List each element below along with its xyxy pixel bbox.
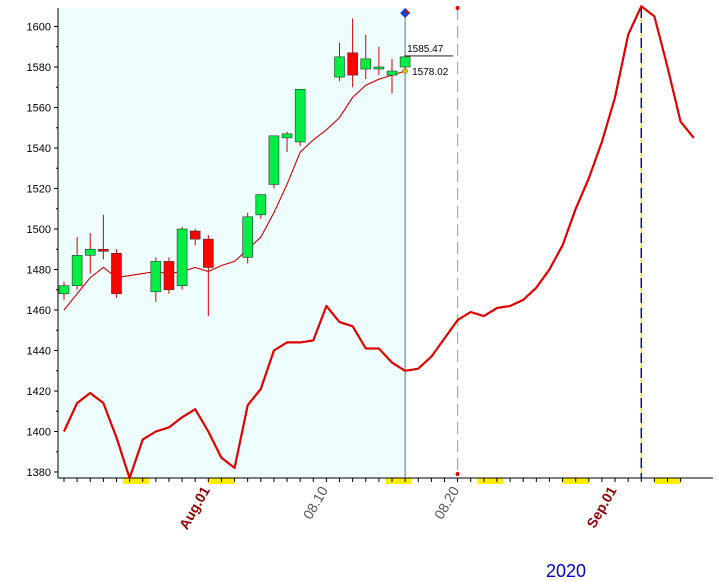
forecast-top-dot: [455, 6, 460, 10]
x-axis-labels: Aug.01 08.10 08.20 Sep.01: [176, 483, 620, 532]
weekend-marker: [123, 478, 150, 484]
x-axis-date-label: Aug.01: [176, 483, 213, 532]
candle-up: [386, 70, 398, 76]
forecast-bottom-dot: [455, 472, 460, 476]
year-label: 2020: [546, 561, 586, 581]
candle-up: [71, 255, 83, 286]
y-tick-label: 1420: [27, 386, 51, 398]
y-tick-label: 1560: [27, 103, 51, 115]
candle-up: [176, 228, 188, 287]
weekend-marker: [477, 478, 504, 484]
candle-down: [163, 261, 175, 291]
weekend-marker: [385, 478, 412, 484]
candle-up: [150, 261, 162, 293]
y-tick-label: 1480: [27, 265, 51, 277]
candle-up: [255, 194, 267, 216]
close-price-label: 1585.47: [407, 44, 444, 55]
y-tick-label: 1400: [27, 427, 51, 439]
y-tick-label: 1440: [27, 346, 51, 358]
forecast-line: [63, 5, 695, 480]
x-axis-date-label: 08.10: [300, 483, 331, 522]
candle-down: [189, 230, 201, 240]
history-region: [58, 8, 406, 478]
candle-down: [98, 248, 109, 252]
candle-down: [111, 253, 122, 295]
y-tick-label: 1540: [27, 143, 51, 155]
candle-up: [360, 58, 372, 70]
candle-down: [347, 52, 358, 76]
y-tick-label: 1600: [27, 22, 51, 34]
ma-price-dot: [402, 68, 408, 74]
axes: [57, 8, 713, 479]
ma-price-label: 1578.02: [412, 67, 449, 78]
candle-up: [281, 133, 293, 139]
candle-up: [242, 216, 253, 258]
candle-down: [203, 238, 214, 268]
y-tick-label: 1380: [27, 467, 51, 479]
candles: [58, 18, 411, 317]
y-tick-label: 1580: [27, 62, 51, 74]
current-day-diamond-accent: [405, 8, 411, 13]
candle-up: [334, 56, 345, 78]
candle-up: [373, 66, 385, 70]
y-axis-ticks: 1380 1400 1420 1440 1460 1480 1500 1520 1540 1560…: [27, 22, 58, 479]
x-axis-ticks: [63, 478, 682, 482]
candle-up: [399, 56, 411, 68]
forecast-series: [63, 5, 695, 480]
candle-up: [84, 248, 96, 256]
y-tick-label: 1520: [27, 184, 51, 196]
candle-up: [58, 285, 70, 295]
y-tick-label: 1500: [27, 224, 51, 236]
x-axis-date-label: 08.20: [431, 483, 462, 522]
candle-up: [268, 135, 280, 185]
y-tick-label: 1460: [27, 305, 51, 317]
reference-lines: [400, 6, 642, 478]
weekend-markers: [123, 478, 681, 484]
candle-up: [294, 88, 306, 143]
x-axis-date-label: Sep.01: [583, 483, 620, 530]
history-highlight-region: [58, 8, 406, 478]
price-labels: 1585.47 1578.02: [402, 44, 454, 78]
